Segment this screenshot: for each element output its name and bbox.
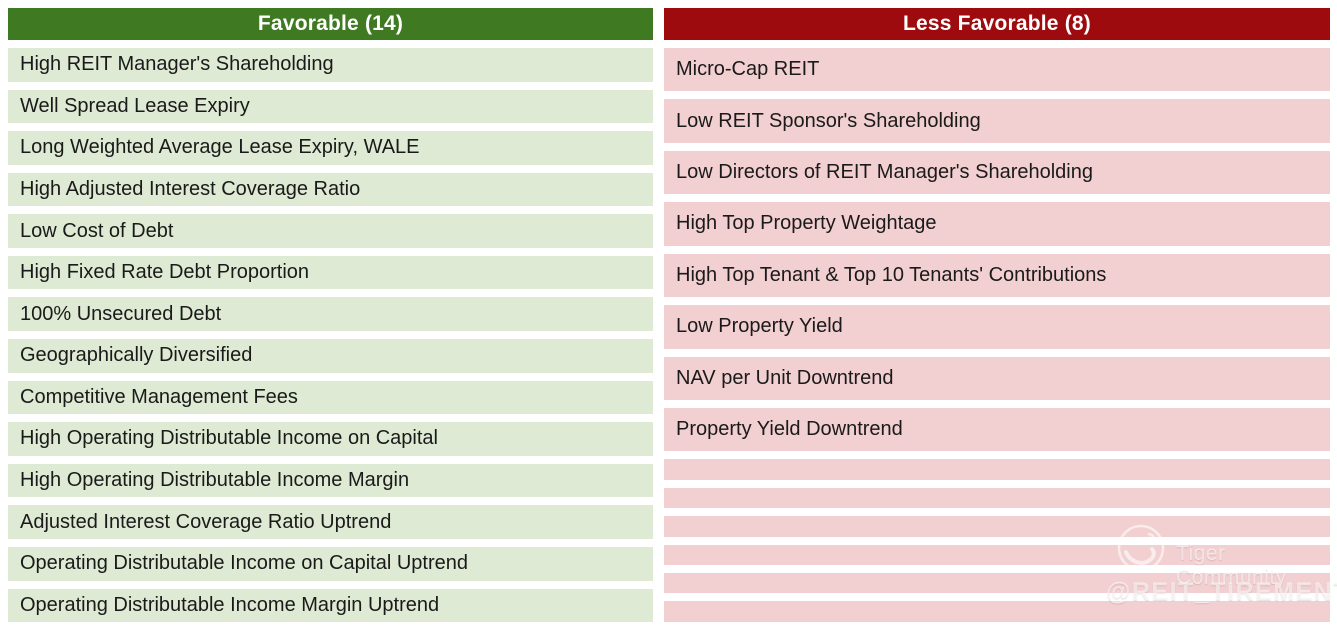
favorable-column: Favorable (14) High REIT Manager's Share… (8, 8, 653, 623)
table-row: NAV per Unit Downtrend (664, 356, 1330, 400)
table-row: Low Cost of Debt (8, 214, 653, 248)
favorable-column-header: Favorable (14) (8, 8, 653, 40)
table-row: Low Directors of REIT Manager's Sharehol… (664, 150, 1330, 195)
table-row: High Fixed Rate Debt Proportion (8, 255, 653, 290)
table-row: Property Yield Downtrend (664, 407, 1330, 452)
table-row: Competitive Management Fees (8, 380, 653, 415)
table-row: High Top Tenant & Top 10 Tenants' Contri… (664, 253, 1330, 298)
table-row: 100% Unsecured Debt (8, 297, 653, 332)
table-row empty-row (664, 516, 1330, 537)
table-row: High Operating Distributable Income on C… (8, 422, 653, 456)
table-row: Operating Distributable Income Margin Up… (8, 588, 653, 623)
table-row: High Top Property Weightage (664, 202, 1330, 246)
table-row empty-row (664, 601, 1330, 622)
table-row: Long Weighted Average Lease Expiry, WALE (8, 131, 653, 165)
table-row empty-row (664, 544, 1330, 566)
table-row empty-row (664, 487, 1330, 509)
table-row empty-row (664, 573, 1330, 594)
table-row: High Operating Distributable Income Marg… (8, 463, 653, 498)
table-row: Adjusted Interest Coverage Ratio Uptrend (8, 505, 653, 539)
table-row: Low Property Yield (664, 305, 1330, 349)
table-row: High REIT Manager's Shareholding (8, 48, 653, 82)
table-row: Well Spread Lease Expiry (8, 89, 653, 124)
table-row empty-row (664, 459, 1330, 480)
table-row: Micro-Cap REIT (664, 48, 1330, 92)
table-row: High Adjusted Interest Coverage Ratio (8, 172, 653, 207)
less-favorable-column: Less Favorable (8) Micro-Cap REIT Low RE… (664, 8, 1330, 622)
table-row: Low REIT Sponsor's Shareholding (664, 99, 1330, 143)
table-row: Geographically Diversified (8, 339, 653, 373)
table-row: Operating Distributable Income on Capita… (8, 546, 653, 581)
less-favorable-column-header: Less Favorable (8) (664, 8, 1330, 40)
